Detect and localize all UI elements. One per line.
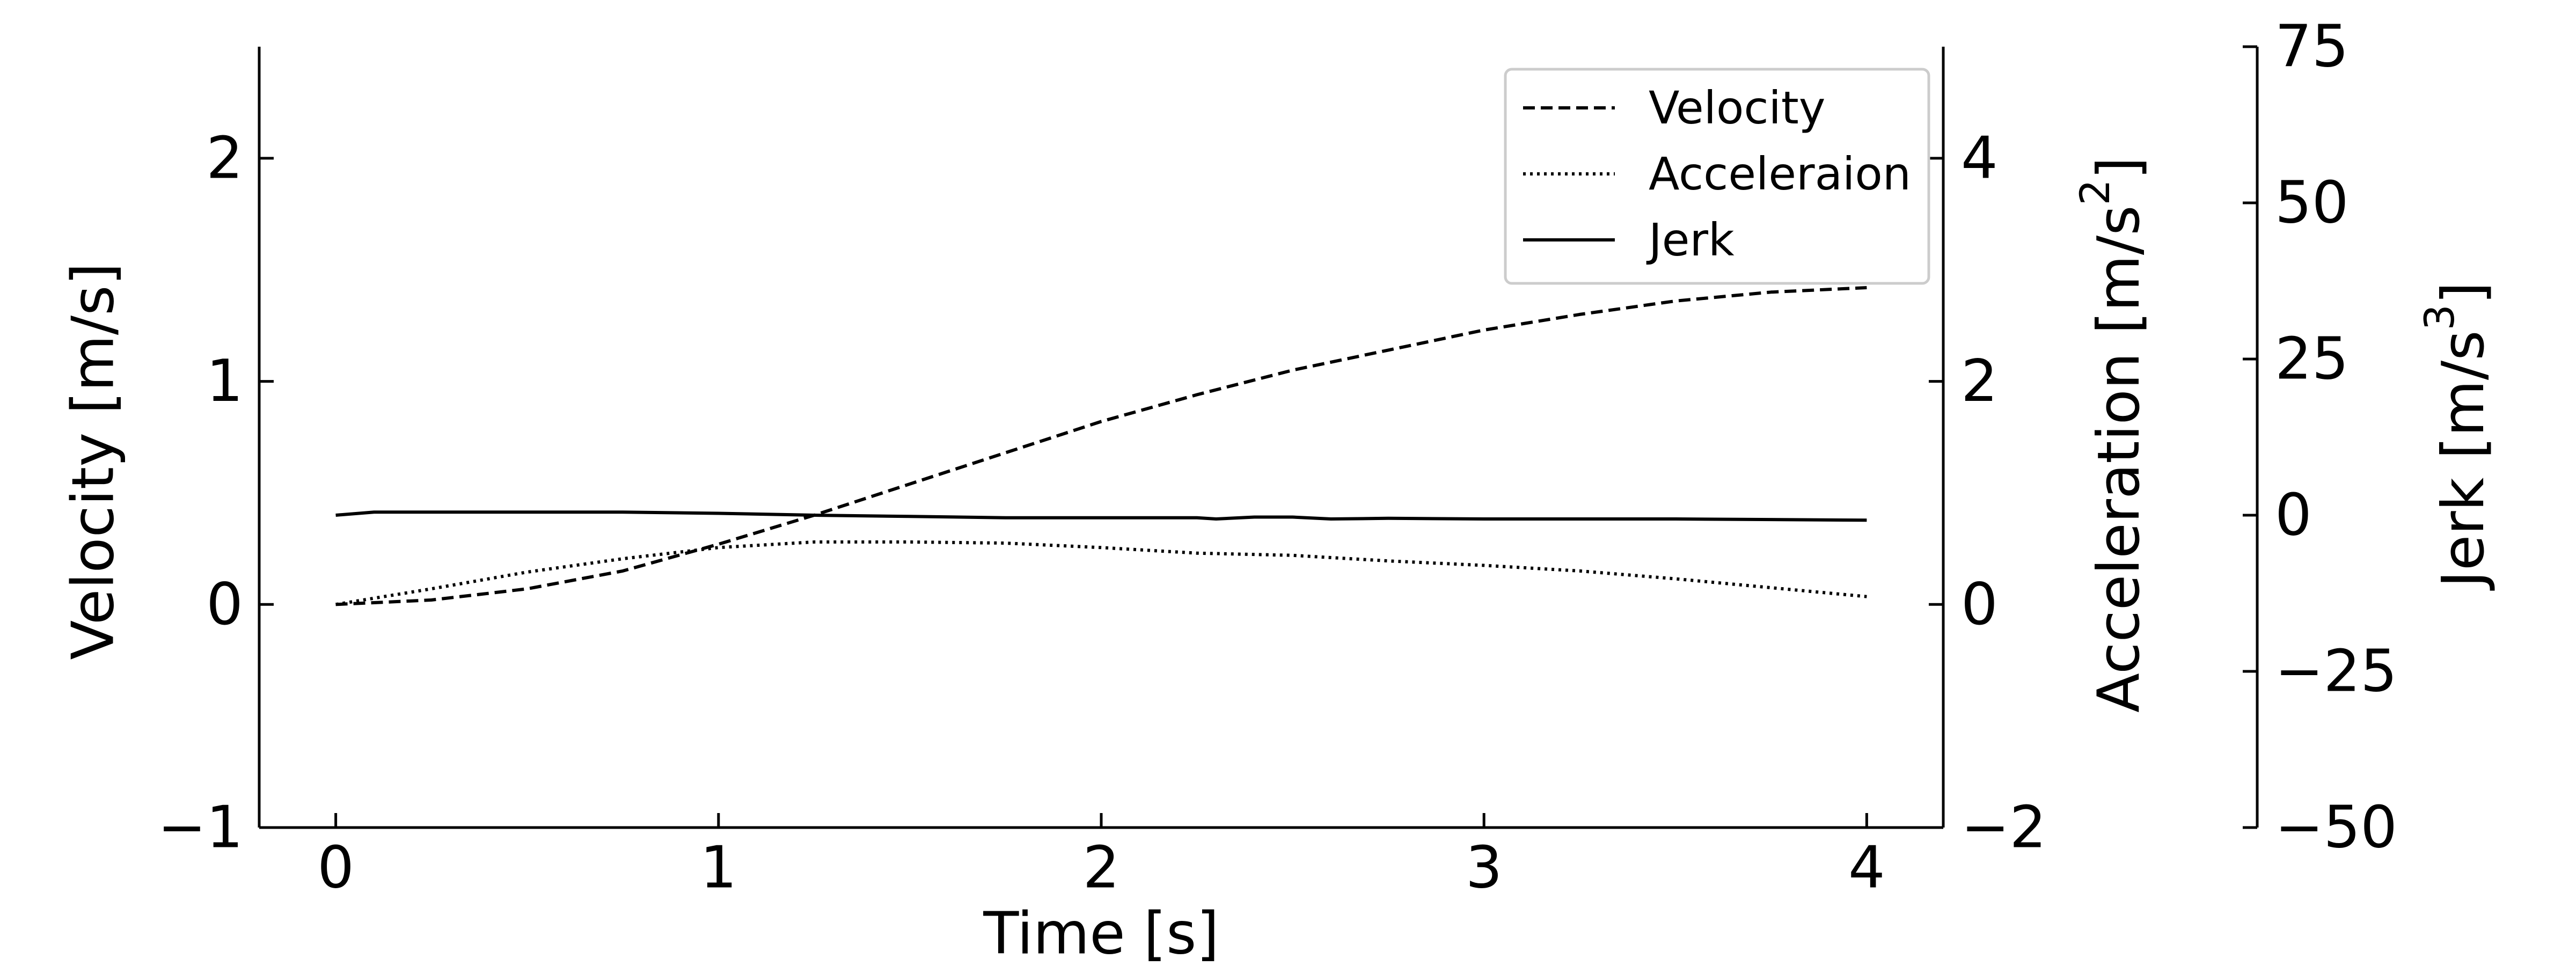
ticks-layer: 0 1 2 3 4 −1 0 1 2 −2 0 2 4 −50 −25 0 25 50 75 — [158, 13, 2397, 902]
jerk-tick-label: 0 — [2275, 482, 2312, 549]
x-tick-label: 1 — [700, 835, 737, 902]
jerk-tick-label: 50 — [2275, 170, 2348, 237]
jerk-tick-label: −50 — [2275, 794, 2397, 861]
legend: Velocity Acceleraion Jerk — [1504, 68, 1930, 285]
acceleration-axis-label: Acceleration [m/s2] — [2071, 157, 2153, 713]
legend-label-acceleraion: Acceleraion — [1649, 148, 1911, 200]
x-tick-label: 3 — [1466, 835, 1503, 902]
axis-labels: Time [s] Velocity [m/s] Acceleration [m/s2… — [60, 157, 2497, 966]
velocity-tick-label: −1 — [158, 794, 243, 861]
acceleration-tick-label: 2 — [1961, 348, 1998, 415]
acceleration-tick-label: 4 — [1961, 125, 1998, 192]
acceleration-tick-label: 0 — [1961, 571, 1998, 638]
velocity-axis-label: Velocity [m/s] — [60, 262, 127, 660]
x-axis-label: Time [s] — [983, 901, 1219, 966]
series-layer — [335, 286, 1867, 606]
jerk-axis-label: Jerk [m/s3] — [2416, 282, 2497, 591]
plot-frame — [258, 47, 2259, 829]
legend-box — [1504, 68, 1930, 285]
series-line-velocity — [335, 286, 1867, 606]
series-line-acceleraion — [335, 540, 1867, 606]
legend-label-jerk: Jerk — [1646, 214, 1735, 266]
legend-label-velocity: Velocity — [1649, 82, 1826, 134]
acceleration-tick-label: −2 — [1961, 794, 2046, 861]
x-tick-label: 0 — [317, 835, 354, 902]
series-line-jerk — [335, 510, 1867, 522]
jerk-tick-label: 75 — [2275, 13, 2348, 80]
x-tick-label: 2 — [1083, 835, 1120, 902]
velocity-tick-label: 1 — [206, 348, 243, 415]
velocity-tick-label: 0 — [206, 571, 243, 638]
jerk-tick-label: −25 — [2275, 638, 2397, 705]
jerk-tick-label: 25 — [2275, 326, 2348, 393]
velocity-tick-label: 2 — [206, 125, 243, 192]
x-tick-label: 4 — [1848, 835, 1885, 902]
